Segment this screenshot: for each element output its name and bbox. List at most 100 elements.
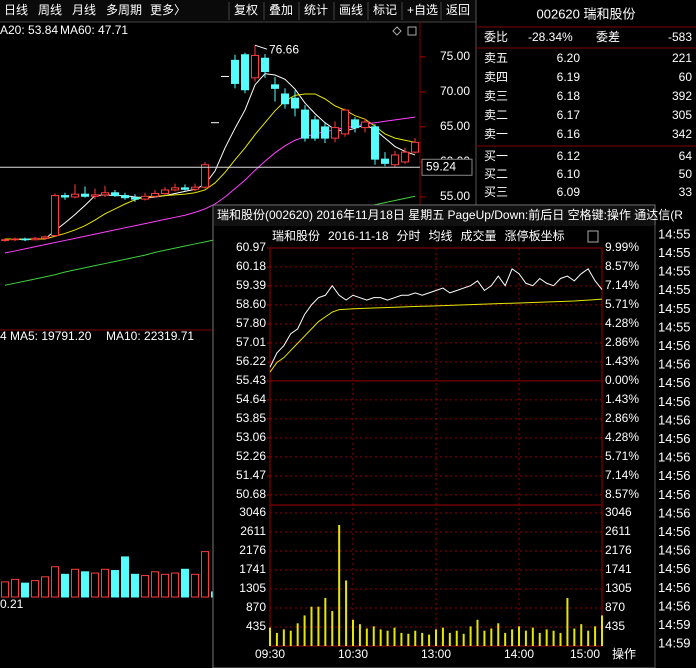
volume-label: MA10: 22319.71 xyxy=(106,329,194,343)
candle-body xyxy=(81,193,89,197)
volume-bar xyxy=(601,615,603,646)
volume-bar xyxy=(511,629,514,646)
candle-body xyxy=(321,126,329,139)
quote-row-price: 6.16 xyxy=(557,127,581,141)
quote-row-label: 卖三 xyxy=(484,89,508,103)
popup-button[interactable] xyxy=(587,230,599,243)
y-tick-label: 65.00 xyxy=(440,119,470,133)
volume-tick-label: 2611 xyxy=(605,524,631,538)
ma-label: A20: 53.84 xyxy=(0,23,58,37)
volume-bar xyxy=(171,572,179,598)
candle-body xyxy=(341,109,349,135)
chart-header: 2016-11-18 xyxy=(328,229,389,243)
toolbar-button[interactable]: 叠加 xyxy=(269,3,293,17)
candle-body xyxy=(301,109,309,139)
x-tick-label: 10:30 xyxy=(338,647,368,661)
quote-row-label: 买三 xyxy=(484,185,508,199)
candle-body xyxy=(101,192,109,196)
popup-title: 瑞和股份(002620) 2016年11月18日 星期五 PageUp/Down… xyxy=(217,207,683,222)
volume-bar xyxy=(282,629,285,646)
quote-row-label: 卖四 xyxy=(484,70,508,84)
candle-body xyxy=(411,141,419,153)
quote-row-price: 6.10 xyxy=(557,167,581,181)
candle-body xyxy=(131,197,139,200)
volume-tick-label: 2176 xyxy=(605,543,632,557)
toolbar-tab[interactable]: 多周期 xyxy=(106,3,142,17)
quote-summary: 委比 xyxy=(484,30,508,44)
chart-header[interactable]: 成交量 xyxy=(461,228,497,243)
volume-bar xyxy=(573,628,576,646)
y-tick-label: 53.06 xyxy=(236,430,266,444)
volume-label: 4 xyxy=(0,329,7,343)
volume-bar xyxy=(441,627,444,646)
volume-bar xyxy=(455,630,458,646)
popup xyxy=(212,204,656,668)
volume-tick-label: 1305 xyxy=(239,581,266,595)
chart-header[interactable]: 涨停板坐标 xyxy=(505,228,565,243)
toolbar-tab[interactable]: 更多〉 xyxy=(150,3,186,17)
quote-row-price: 6.09 xyxy=(557,185,581,199)
candle-body xyxy=(401,151,409,163)
y-tick-label: 56.22 xyxy=(236,354,266,368)
volume-bar xyxy=(504,632,507,646)
candle-body xyxy=(251,54,259,79)
volume-bar xyxy=(345,580,348,646)
toolbar-tab[interactable]: 日线 xyxy=(4,3,28,17)
candle-body xyxy=(371,126,379,160)
candle-body xyxy=(91,194,99,197)
volume-bar xyxy=(476,619,479,646)
volume-bar xyxy=(141,575,149,598)
quote-row-label: 买二 xyxy=(484,167,508,181)
y2-tick-label: 0.00% xyxy=(605,373,639,387)
tick-time: 14:56 xyxy=(658,357,691,372)
y2-tick-label: 1.43% xyxy=(605,354,639,368)
toolbar-tab[interactable]: 周线 xyxy=(38,3,62,17)
y2-tick-label: 5.71% xyxy=(605,297,639,311)
price-line xyxy=(269,268,603,368)
volume-bar xyxy=(289,630,292,646)
toolbar-button[interactable]: 返回 xyxy=(446,3,470,17)
kline-icons xyxy=(392,26,417,36)
tick-time: 14:55 xyxy=(658,264,691,279)
action-label[interactable]: 操作 xyxy=(612,646,636,661)
x-tick-label: 13:00 xyxy=(421,647,451,661)
toolbar-tab[interactable]: 月线 xyxy=(72,3,96,17)
quote-row-volume: 50 xyxy=(679,167,693,181)
y2-tick-label: 5.71% xyxy=(605,449,639,463)
volume-bar xyxy=(303,615,306,646)
tick-time: 14:56 xyxy=(658,524,691,539)
volume-bar xyxy=(121,556,129,598)
tick-time: 14:56 xyxy=(658,487,691,502)
chart-header[interactable]: 均线 xyxy=(429,229,453,243)
time-column xyxy=(655,225,696,668)
candle-body xyxy=(191,186,199,190)
candle-body xyxy=(111,192,119,197)
chart-header: 瑞和股份 xyxy=(272,229,320,243)
y2-tick-label: 8.57% xyxy=(605,487,639,501)
high-label: 76.66 xyxy=(269,42,299,56)
tick-time: 14:56 xyxy=(658,412,691,427)
candle-body xyxy=(21,238,29,241)
toolbar-button[interactable]: 画线 xyxy=(339,3,363,17)
toolbar-button[interactable]: 复权 xyxy=(234,3,258,17)
candle-body xyxy=(311,119,319,139)
candle-body xyxy=(161,189,169,194)
tick-time: 14:55 xyxy=(658,226,691,241)
candle-body xyxy=(201,164,209,188)
toolbar-button[interactable]: 标记 xyxy=(373,3,397,17)
volume-tick-label: 2611 xyxy=(240,524,266,538)
toolbar-button[interactable]: +自选 xyxy=(407,3,438,17)
tick-time: 14:56 xyxy=(658,468,691,483)
volume-bar xyxy=(365,628,368,646)
volume-tick-label: 1741 xyxy=(605,562,632,576)
volume-bar xyxy=(414,630,417,646)
y-tick-label: 57.80 xyxy=(236,316,266,330)
volume-bar xyxy=(151,571,159,598)
volume-bar xyxy=(51,566,59,598)
volume-bar xyxy=(462,633,465,646)
candle-body xyxy=(51,195,59,237)
y-tick-label: 53.85 xyxy=(236,411,266,425)
toolbar-button[interactable]: 统计 xyxy=(304,3,328,17)
candle-body xyxy=(281,93,289,105)
